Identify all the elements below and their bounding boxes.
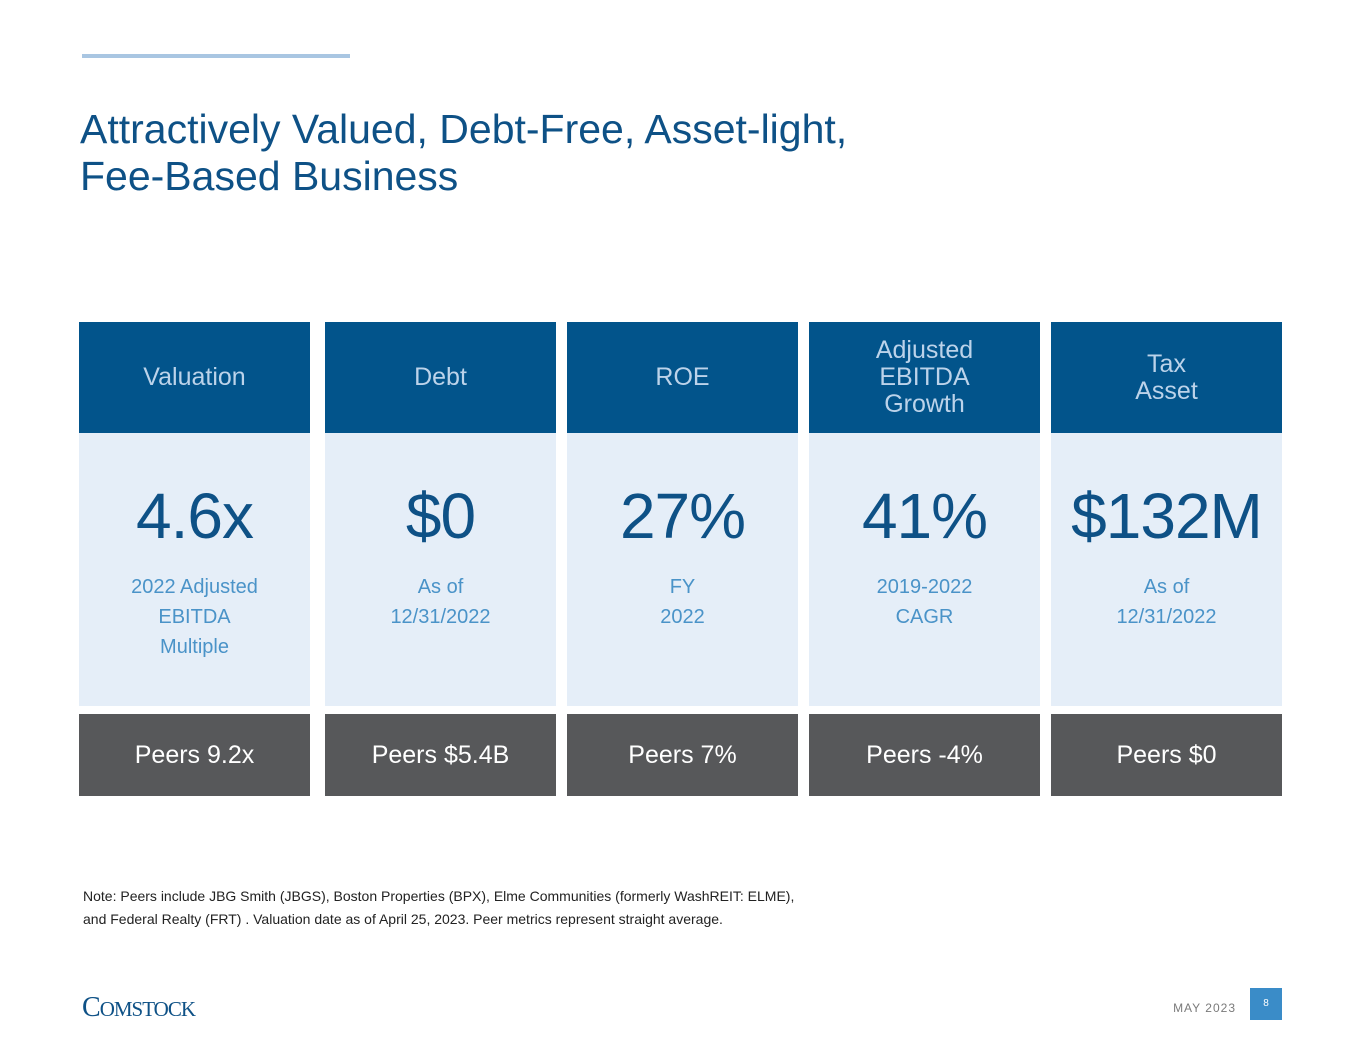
card-body: $0 As of 12/31/2022	[325, 433, 556, 706]
metric-value: 4.6x	[136, 480, 254, 552]
metric-value: 27%	[619, 480, 746, 552]
metric-card-debt: Debt $0 As of 12/31/2022 Peers $5.4B	[325, 322, 556, 796]
metric-subtitle: 2019-2022 CAGR	[809, 572, 1040, 632]
peer-comparison: Peers $0	[1051, 714, 1282, 796]
comstock-logo: COMSTOCK	[82, 992, 196, 1024]
card-header-text: Adjusted	[875, 336, 974, 364]
card-header-text: Debt	[414, 363, 467, 391]
metric-card-valuation: Valuation 4.6x 2022 Adjusted EBITDA Mult…	[79, 322, 310, 796]
metric-card-roe: ROE 27% FY 2022 Peers 7%	[567, 322, 798, 796]
metric-value: $132M	[1071, 480, 1263, 552]
metric-value: 41%	[861, 480, 988, 552]
card-header-text: Growth	[884, 390, 965, 418]
peer-comparison: Peers -4%	[809, 714, 1040, 796]
peer-comparison: Peers 7%	[567, 714, 798, 796]
metric-card-ebitda-growth: Adjusted EBITDA Growth 41% 2019-2022 CAG…	[809, 322, 1040, 796]
metric-subtitle-line: Multiple	[160, 636, 229, 658]
metric-subtitle-line: 2022 Adjusted	[131, 576, 258, 598]
footnote: Note: Peers include JBG Smith (JBGS), Bo…	[83, 885, 933, 931]
card-header: Adjusted EBITDA Growth	[809, 322, 1040, 433]
metric-subtitle-line: CAGR	[895, 606, 954, 628]
card-header-text: EBITDA	[879, 363, 970, 391]
card-body: $132M As of 12/31/2022	[1051, 433, 1282, 706]
logo-text: OMSTOCK	[99, 997, 196, 1021]
metric-subtitle-line: 2019-2022	[876, 576, 973, 598]
card-header: ROE	[567, 322, 798, 433]
metric-subtitle: As of 12/31/2022	[1051, 572, 1282, 632]
card-body: 27% FY 2022	[567, 433, 798, 706]
metric-subtitle-line: 12/31/2022	[1116, 606, 1217, 628]
metric-subtitle-line: 2022	[660, 606, 705, 628]
presentation-date: MAY 2023	[1173, 1001, 1236, 1015]
metric-subtitle-line: 12/31/2022	[390, 606, 491, 628]
card-header-text: Asset	[1135, 376, 1198, 405]
metric-subtitle: FY 2022	[567, 572, 798, 632]
metric-subtitle: 2022 Adjusted EBITDA Multiple	[79, 572, 310, 662]
card-header: Tax Asset	[1051, 322, 1282, 433]
card-header: Valuation	[79, 322, 310, 433]
metric-value: $0	[405, 480, 476, 552]
card-header-text: Tax	[1147, 349, 1186, 378]
peer-comparison: Peers $5.4B	[325, 714, 556, 796]
page-title-line-1: Attractively Valued, Debt-Free, Asset-li…	[80, 106, 848, 152]
footnote-line: Note: Peers include JBG Smith (JBGS), Bo…	[83, 888, 795, 904]
logo-initial: C	[82, 992, 101, 1023]
metric-subtitle-line: As of	[1143, 576, 1190, 598]
metric-subtitle: As of 12/31/2022	[325, 572, 556, 632]
card-header: Debt	[325, 322, 556, 433]
card-body: 41% 2019-2022 CAGR	[809, 433, 1040, 706]
card-header-text: Valuation	[143, 363, 246, 391]
page-title: Attractively Valued, Debt-Free, Asset-li…	[80, 106, 1080, 200]
page-title-line-2: Fee-Based Business	[80, 153, 459, 199]
top-accent-rule	[82, 54, 350, 58]
page-number-badge: 8	[1250, 988, 1282, 1020]
metric-subtitle-line: As of	[417, 576, 464, 598]
card-body: 4.6x 2022 Adjusted EBITDA Multiple	[79, 433, 310, 706]
card-header-text: ROE	[655, 363, 710, 391]
footnote-line: and Federal Realty (FRT) . Valuation dat…	[83, 911, 723, 927]
metric-subtitle-line: FY	[669, 576, 696, 598]
metric-subtitle-line: EBITDA	[158, 606, 231, 628]
peer-comparison: Peers 9.2x	[79, 714, 310, 796]
metric-card-tax-asset: Tax Asset $132M As of 12/31/2022 Peers $…	[1051, 322, 1282, 796]
